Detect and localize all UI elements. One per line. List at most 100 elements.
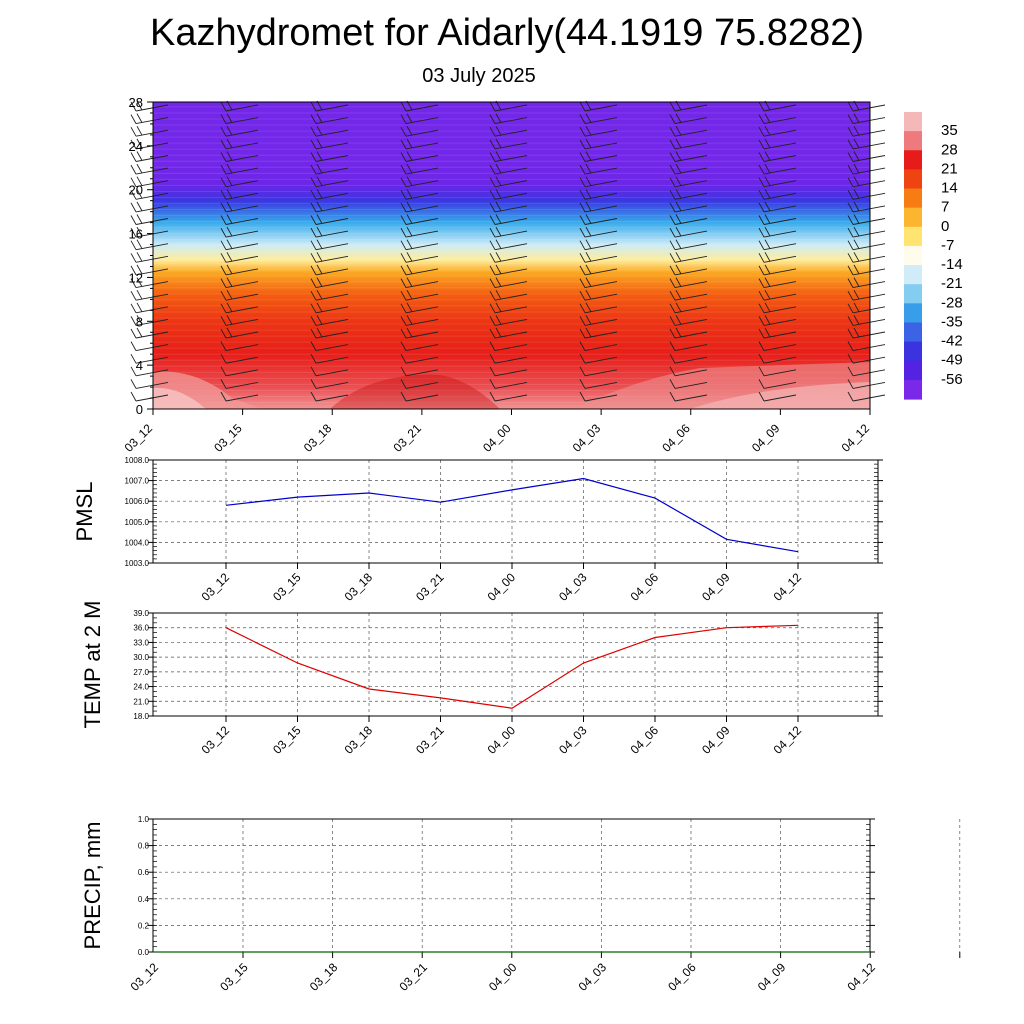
wind-barb-feather	[220, 379, 227, 389]
wind-barb-staff	[584, 230, 618, 238]
wind-barb-feather	[764, 239, 771, 249]
colorbar-segment	[904, 322, 922, 343]
wind-barb	[130, 341, 169, 352]
wind-barb-feather	[758, 353, 765, 364]
wind-barb-feather	[220, 253, 227, 263]
wind-barb-feather	[847, 316, 854, 326]
wind-barb-feather	[489, 126, 496, 137]
wind-barb-feather	[853, 289, 860, 300]
wind-barb	[579, 125, 618, 137]
wind-barb-feather	[495, 113, 502, 123]
wind-barb-staff	[852, 331, 886, 339]
wind-barb-feather	[758, 202, 765, 213]
wind-barb	[220, 239, 259, 251]
wind-barb-feather	[310, 290, 317, 301]
wind-barb-feather	[585, 138, 592, 149]
colorbar-segment	[904, 360, 922, 381]
wind-barb-feather	[758, 379, 765, 389]
x-tick-label: 03_21	[413, 723, 447, 757]
y-tick-label: 30.0	[133, 653, 149, 662]
wind-barb	[400, 176, 439, 188]
wind-barb	[669, 391, 708, 402]
y-axis-label: PRECIP, mm	[80, 822, 105, 950]
wind-barb	[489, 113, 528, 125]
wind-barb-staff	[135, 268, 169, 276]
wind-barb-feather	[764, 264, 771, 275]
wind-barb	[579, 163, 618, 175]
wind-barb-feather	[669, 278, 676, 288]
wind-barb-feather	[316, 226, 323, 237]
wind-barb-staff	[852, 381, 886, 389]
wind-barb-feather	[130, 366, 137, 377]
wind-barb-feather	[579, 366, 586, 377]
wind-barb	[847, 239, 886, 251]
heatmap-x-tick-label: 04_09	[749, 421, 783, 455]
heatmap-field	[153, 102, 870, 409]
wind-barb-feather	[847, 152, 854, 162]
wind-barb-staff	[494, 381, 528, 389]
wind-barb-feather	[400, 177, 407, 187]
wind-barb-staff	[584, 381, 618, 389]
heatmap-x-tick-label: 04_00	[480, 421, 514, 455]
wind-barb-staff	[405, 281, 439, 289]
wind-barb-feather	[316, 125, 323, 136]
wind-barb	[489, 176, 528, 188]
wind-barb-feather	[400, 101, 407, 112]
wind-barb	[220, 226, 259, 238]
wind-barb-feather	[669, 366, 676, 377]
wind-barb-staff	[584, 180, 618, 188]
wind-barb-feather	[220, 328, 227, 339]
wind-barb-staff	[494, 142, 528, 150]
wind-barb-staff	[584, 192, 618, 200]
wind-barb	[669, 252, 708, 263]
wind-barb-staff	[584, 155, 618, 162]
wind-barb-feather	[310, 114, 317, 124]
wind-barb	[758, 341, 797, 352]
wind-barb-feather	[130, 391, 137, 402]
wind-barb-feather	[579, 177, 586, 187]
wind-barb	[400, 302, 439, 314]
wind-barb-staff	[674, 281, 708, 289]
wind-barb	[847, 176, 886, 188]
wind-barb-feather	[400, 152, 407, 162]
wind-barb-feather	[669, 126, 676, 137]
wind-barb	[669, 302, 708, 314]
colorbar-label: 28	[941, 141, 958, 158]
wind-barb	[310, 226, 349, 238]
wind-barb-staff	[225, 281, 259, 289]
wind-barb-staff	[852, 218, 886, 225]
wind-barb-feather	[853, 201, 860, 212]
wind-barb-feather	[585, 327, 592, 338]
wind-barb	[489, 327, 528, 339]
wind-barb-feather	[495, 264, 502, 275]
wind-barb-feather	[669, 139, 676, 150]
wind-barb-feather	[853, 226, 860, 237]
wind-barb	[220, 201, 259, 213]
wind-barb-feather	[585, 226, 592, 237]
wind-barb-feather	[400, 366, 407, 377]
wind-barb-feather	[669, 101, 676, 112]
wind-barb-staff	[494, 243, 528, 251]
heatmap-y-tick-label: 16	[129, 227, 143, 242]
wind-barb-staff	[225, 218, 259, 225]
wind-barb-feather	[220, 391, 227, 402]
wind-barb-staff	[405, 155, 439, 162]
wind-barb	[758, 277, 797, 289]
x-tick-label: 04_09	[699, 570, 733, 604]
wind-barb-feather	[847, 202, 854, 213]
wind-barb-staff	[225, 104, 259, 112]
wind-barb-feather	[495, 201, 502, 212]
wind-barb-staff	[763, 180, 797, 188]
wind-barb-staff	[852, 293, 886, 301]
wind-barb-feather	[669, 202, 676, 213]
wind-barb	[130, 226, 169, 238]
wind-barb-staff	[405, 318, 439, 326]
wind-barb-staff	[674, 230, 708, 238]
wind-barb	[489, 189, 528, 200]
wind-barb	[130, 353, 169, 364]
wind-barb	[489, 163, 528, 175]
wind-barb-feather	[400, 164, 407, 175]
wind-barb-staff	[494, 155, 528, 162]
wind-barb-feather	[489, 265, 496, 276]
wind-barb-staff	[315, 218, 349, 225]
